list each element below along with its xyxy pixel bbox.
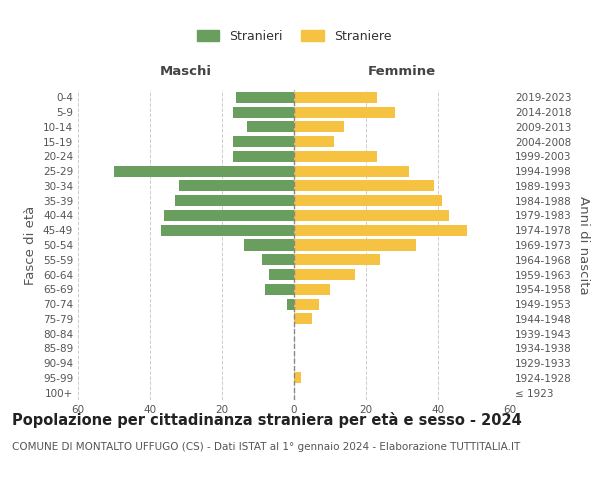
Bar <box>269 269 294 280</box>
Bar <box>262 254 294 266</box>
Bar <box>164 210 294 221</box>
Bar <box>294 269 355 280</box>
Bar <box>294 136 334 147</box>
Bar <box>294 151 377 162</box>
Text: Popolazione per cittadinanza straniera per età e sesso - 2024: Popolazione per cittadinanza straniera p… <box>12 412 522 428</box>
Bar <box>294 284 330 295</box>
Bar <box>294 372 301 384</box>
Bar <box>287 298 294 310</box>
Bar <box>161 224 294 236</box>
Bar <box>294 240 416 250</box>
Bar <box>294 180 434 192</box>
Bar <box>265 284 294 295</box>
Bar <box>233 151 294 162</box>
Bar <box>294 298 319 310</box>
Bar <box>114 166 294 176</box>
Text: COMUNE DI MONTALTO UFFUGO (CS) - Dati ISTAT al 1° gennaio 2024 - Elaborazione TU: COMUNE DI MONTALTO UFFUGO (CS) - Dati IS… <box>12 442 520 452</box>
Bar <box>294 314 312 324</box>
Bar <box>294 210 449 221</box>
Legend: Stranieri, Straniere: Stranieri, Straniere <box>193 26 395 46</box>
Bar <box>179 180 294 192</box>
Y-axis label: Anni di nascita: Anni di nascita <box>577 196 590 294</box>
Bar <box>294 106 395 118</box>
Bar <box>294 122 344 132</box>
Bar <box>294 195 442 206</box>
Bar <box>294 224 467 236</box>
Bar <box>244 240 294 250</box>
Bar <box>247 122 294 132</box>
Bar <box>294 92 377 103</box>
Y-axis label: Fasce di età: Fasce di età <box>25 206 37 284</box>
Bar <box>233 136 294 147</box>
Text: Maschi: Maschi <box>160 64 212 78</box>
Bar <box>236 92 294 103</box>
Bar <box>175 195 294 206</box>
Bar <box>233 106 294 118</box>
Bar <box>294 254 380 266</box>
Bar <box>294 166 409 176</box>
Text: Femmine: Femmine <box>368 64 436 78</box>
